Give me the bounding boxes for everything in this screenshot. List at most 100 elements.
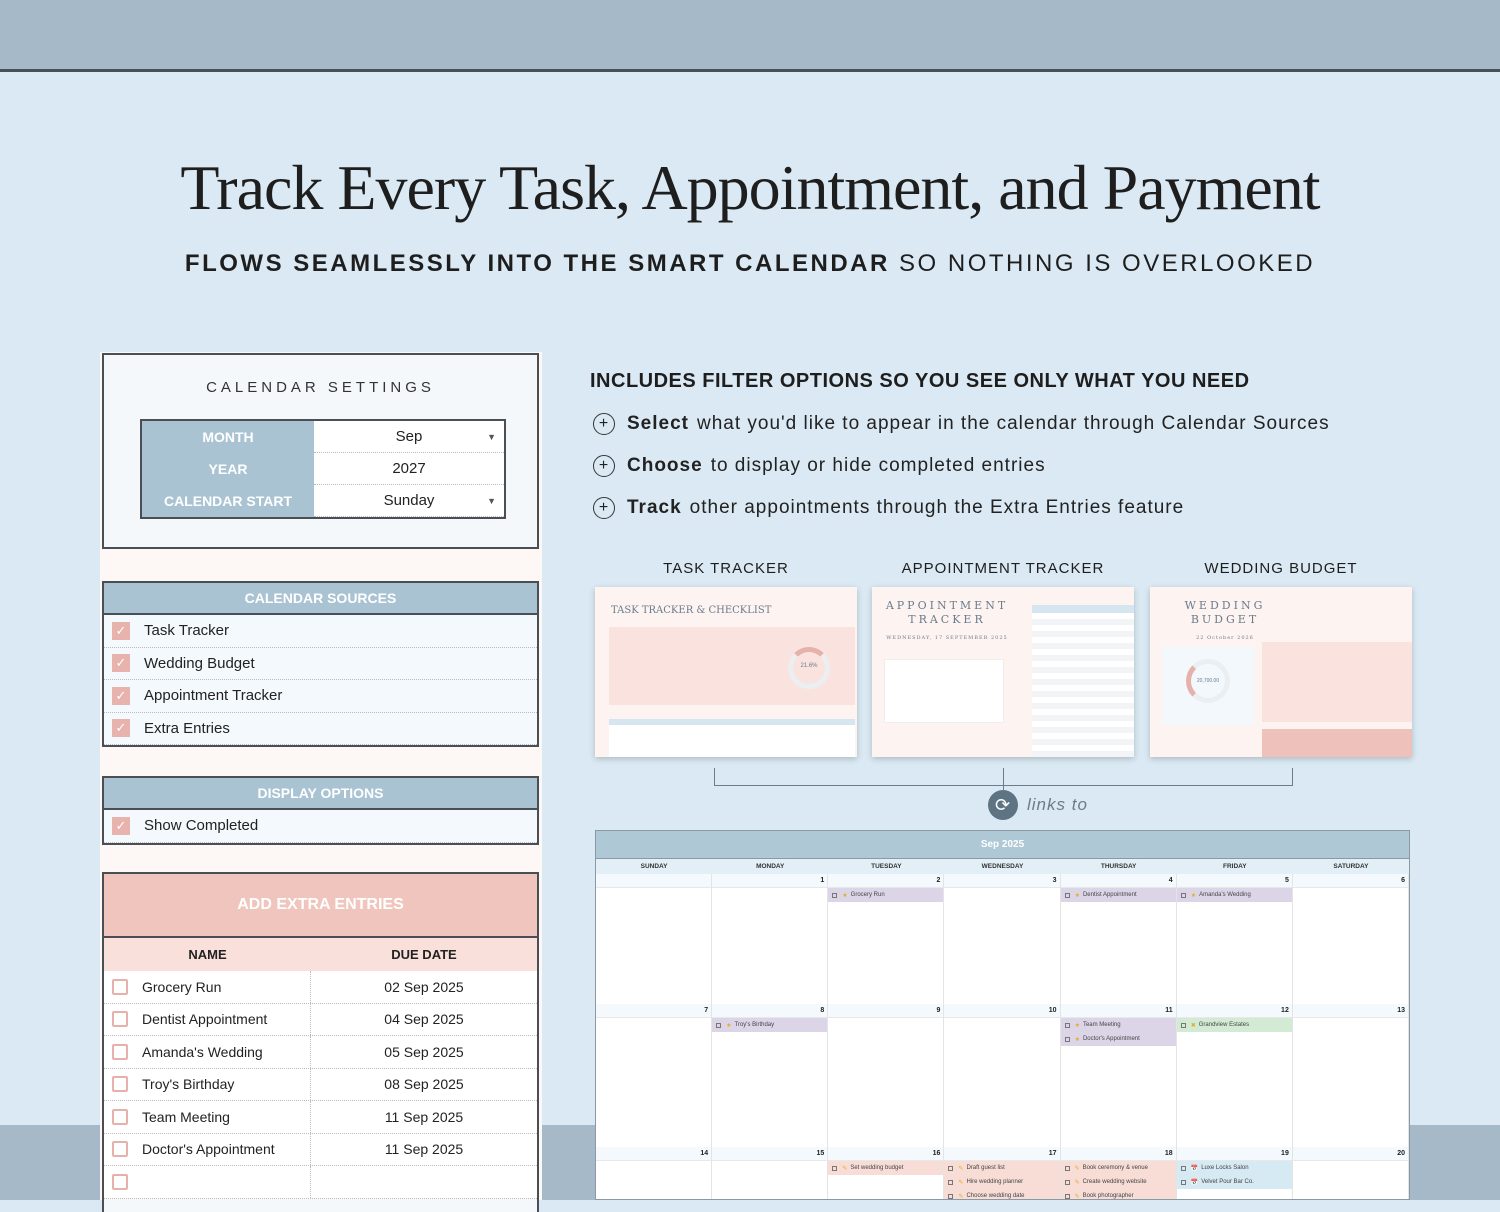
- checkbox-icon[interactable]: [1180, 1022, 1186, 1028]
- calendar-day[interactable]: 19 📅 Luxe Locks Salon 📅 Velvet Pour Bar Co.: [1176, 1147, 1293, 1199]
- extra-name-cell[interactable]: Grocery Run: [104, 971, 311, 1003]
- extra-name-cell[interactable]: Dentist Appointment: [104, 1003, 311, 1035]
- checkbox-icon[interactable]: [1064, 1036, 1070, 1042]
- checkbox-icon[interactable]: [832, 892, 838, 898]
- checkbox-icon[interactable]: [1064, 1022, 1070, 1028]
- checkbox-icon[interactable]: [716, 1022, 722, 1028]
- checkbox-checked-icon[interactable]: ✓: [112, 621, 130, 640]
- extra-row: Doctor's Appointment 11 Sep 2025: [104, 1133, 537, 1166]
- extra-date[interactable]: 04 Sep 2025: [384, 1011, 464, 1028]
- calendar-day[interactable]: 12 ✖ Grandview Estates: [1176, 1004, 1293, 1147]
- calendar-event[interactable]: ✎ Book photographer: [1060, 1189, 1176, 1199]
- calendar-day[interactable]: 1: [712, 874, 829, 1004]
- calendar-icon: 📅: [1190, 1179, 1199, 1186]
- calendar-event[interactable]: ★ Team Meeting: [1060, 1018, 1176, 1032]
- calendar-event[interactable]: ★ Amanda's Wedding: [1176, 888, 1292, 902]
- calendar-day[interactable]: 16 ✎ Set wedding budget: [828, 1147, 945, 1199]
- checkbox-icon[interactable]: [112, 1108, 128, 1125]
- checkbox-icon[interactable]: [1064, 892, 1070, 898]
- calendar-day[interactable]: 18 ✎ Book ceremony & venue ✎ Create wedding …: [1060, 1147, 1177, 1199]
- checkbox-row[interactable]: ✓ Show Completed: [104, 810, 537, 843]
- extra-date[interactable]: 11 Sep 2025: [384, 1141, 464, 1158]
- chevron-down-icon[interactable]: ▼: [487, 495, 496, 506]
- calendar-event[interactable]: ✖ Grandview Estates: [1176, 1018, 1292, 1032]
- extra-name-cell[interactable]: Troy's Birthday: [104, 1068, 311, 1100]
- checkbox-icon[interactable]: [112, 1141, 128, 1158]
- checkbox-checked-icon[interactable]: ✓: [112, 686, 130, 705]
- thumbnail-1[interactable]: TASK TRACKER & CHECKLIST 21.6%: [595, 587, 857, 757]
- calendar-event[interactable]: ★ Grocery Run: [828, 888, 944, 902]
- extra-date[interactable]: 02 Sep 2025: [384, 978, 464, 995]
- checkbox-icon[interactable]: [832, 1165, 838, 1171]
- calendar-day[interactable]: 17 ✎ Draft guest list ✎ Hire wedding planner…: [944, 1147, 1061, 1199]
- calendar-event[interactable]: ★ Dentist Appointment: [1060, 888, 1176, 902]
- checkbox-icon[interactable]: [948, 1179, 954, 1185]
- checkbox-row[interactable]: ✓ Wedding Budget: [104, 647, 537, 680]
- calendar-event[interactable]: 📅 Luxe Locks Salon: [1176, 1161, 1292, 1175]
- extra-date[interactable]: [311, 1166, 537, 1198]
- checkbox-checked-icon[interactable]: ✓: [112, 654, 130, 673]
- settings-dropdown[interactable]: Sep ▼: [314, 421, 504, 453]
- thumbnail-3[interactable]: WEDDING BUDGET 22 October 2026 20,700.00: [1150, 587, 1412, 757]
- calendar-event[interactable]: ★ Troy's Birthday: [712, 1018, 828, 1032]
- calendar-day[interactable]: 13: [1292, 1004, 1409, 1147]
- extra-name-cell[interactable]: Amanda's Wedding: [104, 1036, 311, 1068]
- checkbox-icon[interactable]: [1180, 892, 1186, 898]
- checkbox-row[interactable]: ✓ Task Tracker: [104, 615, 537, 648]
- settings-dropdown[interactable]: Sunday ▼: [314, 485, 504, 517]
- calendar-day[interactable]: 20: [1292, 1147, 1409, 1199]
- calendar-event[interactable]: ✎ Hire wedding planner: [944, 1175, 1060, 1189]
- extra-name-cell[interactable]: Doctor's Appointment: [104, 1133, 311, 1165]
- checkbox-icon[interactable]: [1180, 1179, 1186, 1185]
- calendar-day[interactable]: 6: [1292, 874, 1409, 1004]
- extra-name-cell[interactable]: Team Meeting: [104, 1101, 311, 1133]
- checkbox-checked-icon[interactable]: ✓: [112, 816, 130, 835]
- calendar-day[interactable]: 11 ★ Team Meeting ★ Doctor's Appointment: [1060, 1004, 1177, 1147]
- checkbox-icon[interactable]: [1064, 1193, 1070, 1199]
- checkbox-icon[interactable]: [112, 1043, 128, 1060]
- day-number: 2: [828, 874, 944, 888]
- calendar-day[interactable]: 3: [944, 874, 1061, 1004]
- calendar-day[interactable]: [596, 874, 713, 1004]
- checkbox-icon[interactable]: [948, 1193, 954, 1199]
- settings-input[interactable]: 2027: [314, 453, 504, 485]
- checkbox-row[interactable]: ✓ Extra Entries: [104, 712, 537, 745]
- thumbnail-title: WEDDING BUDGET: [1184, 599, 1266, 626]
- extra-date[interactable]: 11 Sep 2025: [384, 1108, 464, 1125]
- checkbox-icon[interactable]: [112, 1011, 128, 1028]
- calendar-day[interactable]: 15: [712, 1147, 829, 1199]
- day-number: 15: [712, 1147, 828, 1161]
- checkbox-icon[interactable]: [112, 1173, 128, 1190]
- checkbox-row[interactable]: ✓ Appointment Tracker: [104, 680, 537, 713]
- star-icon: ★: [1074, 892, 1080, 899]
- calendar-day[interactable]: 10: [944, 1004, 1061, 1147]
- calendar-day[interactable]: 14: [596, 1147, 713, 1199]
- thumbnail-2[interactable]: APPOINTMENT TRACKER WEDNESDAY, 17 SEPTEMB…: [872, 587, 1134, 757]
- extra-date[interactable]: 05 Sep 2025: [384, 1043, 464, 1060]
- calendar-day[interactable]: 4 ★ Dentist Appointment: [1060, 874, 1177, 1004]
- calendar-day[interactable]: 2 ★ Grocery Run: [828, 874, 945, 1004]
- thumbnail-title: TASK TRACKER & CHECKLIST: [611, 605, 772, 616]
- checkbox-icon[interactable]: [1064, 1165, 1070, 1171]
- calendar-event[interactable]: ✎ Choose wedding date: [944, 1189, 1060, 1199]
- checkbox-icon[interactable]: [112, 1076, 128, 1093]
- calendar-day[interactable]: 8 ★ Troy's Birthday: [712, 1004, 829, 1147]
- chevron-down-icon[interactable]: ▼: [487, 431, 496, 442]
- extra-name-cell[interactable]: [104, 1166, 311, 1198]
- calendar-day[interactable]: 7: [596, 1004, 713, 1147]
- calendar-event[interactable]: ★ Doctor's Appointment: [1060, 1032, 1176, 1046]
- checkbox-icon[interactable]: [948, 1165, 954, 1171]
- star-icon: ★: [726, 1022, 732, 1029]
- calendar-event[interactable]: ✎ Book ceremony & venue: [1060, 1161, 1176, 1175]
- checkbox-icon[interactable]: [1180, 1165, 1186, 1171]
- extra-date[interactable]: 08 Sep 2025: [384, 1076, 464, 1093]
- calendar-day[interactable]: 5 ★ Amanda's Wedding: [1176, 874, 1293, 1004]
- calendar-day[interactable]: 9: [828, 1004, 945, 1147]
- calendar-event[interactable]: ✎ Draft guest list: [944, 1161, 1060, 1175]
- calendar-event[interactable]: ✎ Set wedding budget: [828, 1161, 944, 1175]
- calendar-event[interactable]: ✎ Create wedding website: [1060, 1175, 1176, 1189]
- checkbox-checked-icon[interactable]: ✓: [112, 719, 130, 738]
- checkbox-icon[interactable]: [1064, 1179, 1070, 1185]
- calendar-event[interactable]: 📅 Velvet Pour Bar Co.: [1176, 1175, 1292, 1189]
- checkbox-icon[interactable]: [112, 978, 128, 995]
